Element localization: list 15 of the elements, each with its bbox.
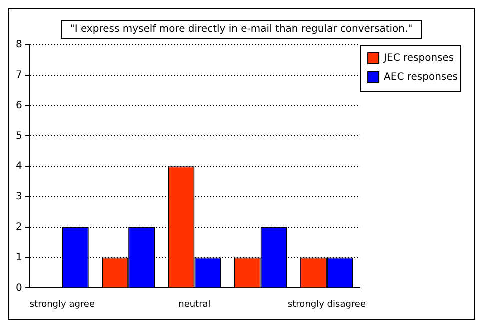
y-tick-label: 4 [16, 161, 22, 172]
y-tick-label: 5 [16, 130, 22, 142]
y-tick-label: 3 [16, 192, 22, 203]
y-tick-label: 7 [16, 70, 22, 81]
y-tick-label: 8 [16, 40, 22, 51]
x-tick-label: neutral [178, 300, 211, 310]
y-tick-label: 6 [16, 100, 22, 112]
y-tick-label: 0 [16, 282, 22, 294]
legend-label: JEC responses [383, 53, 454, 64]
y-tick-label: 2 [16, 222, 22, 233]
legend-label: AEC responses [384, 72, 458, 84]
y-tick-label: 1 [16, 252, 22, 264]
chart-title: "I express myself more directly in e-mail than regular conversation." [61, 20, 422, 39]
x-tick-label: strongly disagree [288, 300, 366, 310]
x-tick-label: strongly agree [30, 300, 96, 310]
